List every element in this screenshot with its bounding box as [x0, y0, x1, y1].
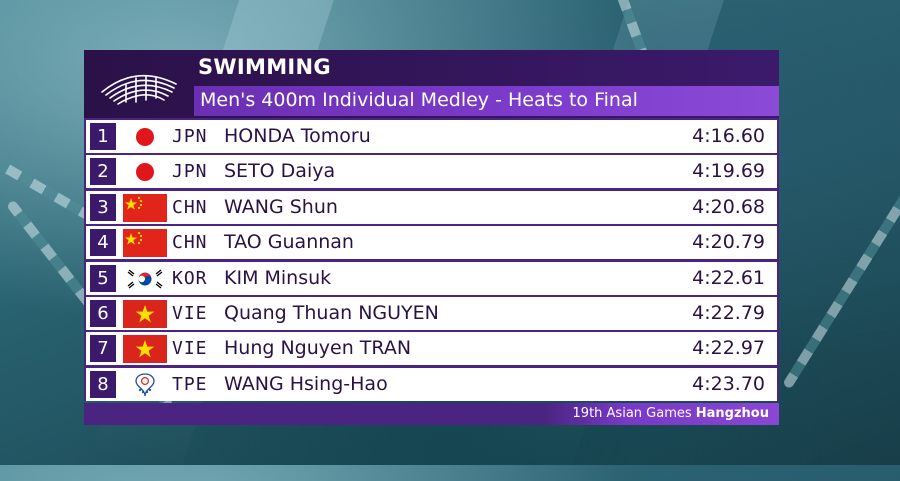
result-row: 2 JPN SETO Daiya 4:19.69 — [86, 155, 777, 189]
athlete-name: HONDA Tomoru — [224, 125, 371, 147]
country-code: CHN — [172, 232, 208, 254]
country-code: KOR — [172, 267, 208, 289]
japan-flag-icon — [123, 123, 167, 151]
result-time: 4:16.60 — [692, 125, 765, 147]
rank-badge: 1 — [90, 123, 116, 150]
country-code: VIE — [172, 338, 208, 360]
sport-title: SWIMMING — [198, 55, 331, 79]
result-row: 1 JPN HONDA Tomoru 4:16.60 — [86, 120, 777, 153]
games-prefix: 19th Asian Games — [572, 406, 696, 422]
result-time: 4:23.70 — [692, 372, 765, 395]
board-footer: 19th Asian Games Hangzhou — [84, 403, 779, 426]
result-row: 5 KOR KIM Minsuk 4:22.61 — [86, 261, 777, 295]
japan-flag-icon — [123, 158, 167, 187]
vietnam-flag-icon — [123, 335, 167, 364]
athlete-name: WANG Hsing-Hao — [224, 372, 388, 395]
rank-badge: 4 — [90, 229, 116, 257]
asian-games-logo-icon — [101, 74, 177, 105]
games-branding: 19th Asian Games Hangzhou — [542, 403, 779, 426]
korea-flag-icon — [123, 264, 167, 293]
result-time: 4:19.69 — [692, 160, 765, 183]
result-row: 4 CHN TAO Guannan 4:20.79 — [86, 226, 777, 260]
china-flag-icon — [123, 193, 167, 222]
athlete-name: SETO Daiya — [224, 160, 336, 183]
result-time: 4:20.79 — [692, 231, 765, 254]
vietnam-flag-icon — [123, 299, 167, 328]
athlete-name: Hung Nguyen TRAN — [224, 337, 412, 360]
rank-badge: 6 — [90, 299, 116, 327]
rank-badge: 7 — [90, 335, 116, 363]
athlete-name: TAO Guannan — [224, 231, 354, 254]
country-code: JPN — [172, 161, 208, 183]
athlete-name: WANG Shun — [224, 195, 338, 218]
country-code: TPE — [172, 373, 208, 395]
result-row: 8 TPE WANG Hsing-Hao 4:23.70 — [86, 367, 777, 401]
result-time: 4:22.97 — [692, 337, 765, 360]
rank-badge: 3 — [90, 193, 116, 221]
athlete-name: Quang Thuan NGUYEN — [224, 301, 439, 324]
country-code: VIE — [172, 302, 208, 324]
chinese-taipei-olympic-flag-icon — [123, 370, 167, 399]
result-row: 7 VIE Hung Nguyen TRAN 4:22.97 — [86, 332, 777, 366]
result-time: 4:22.61 — [692, 266, 765, 289]
event-title: Men's 400m Individual Medley - Heats to … — [200, 89, 638, 111]
rank-badge: 5 — [90, 264, 116, 292]
country-code: JPN — [172, 126, 208, 147]
athlete-name: KIM Minsuk — [224, 266, 332, 289]
results-board: SWIMMING Men's 400m Individual Medley - … — [84, 50, 779, 426]
event-bar: Men's 400m Individual Medley - Heats to … — [194, 86, 779, 116]
result-time: 4:20.68 — [692, 195, 765, 218]
rank-badge: 2 — [90, 158, 116, 186]
result-row: 3 CHN WANG Shun 4:20.68 — [86, 190, 777, 224]
board-header: SWIMMING Men's 400m Individual Medley - … — [84, 50, 779, 118]
lane-rope — [782, 180, 900, 390]
results-list: 1 JPN HONDA Tomoru 4:16.60 2 JPN SETO Da… — [84, 118, 779, 401]
result-time: 4:22.79 — [692, 301, 765, 324]
games-city: Hangzhou — [695, 406, 769, 422]
china-flag-icon — [123, 229, 167, 258]
country-code: CHN — [172, 196, 208, 218]
rank-badge: 8 — [90, 370, 116, 398]
result-row: 6 VIE Quang Thuan NGUYEN 4:22.79 — [86, 296, 777, 330]
